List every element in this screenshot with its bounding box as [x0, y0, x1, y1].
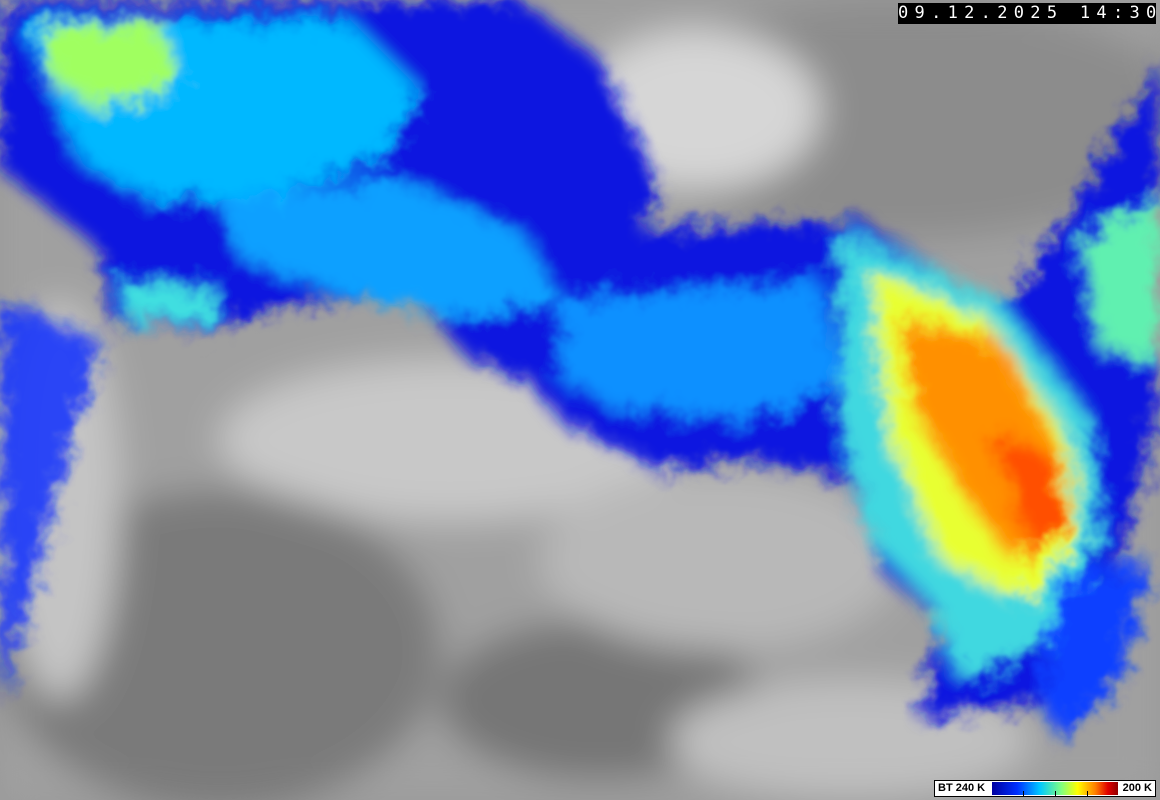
- legend-tick: [1087, 791, 1088, 796]
- legend-high-label: 200 K: [1122, 782, 1152, 794]
- legend-low-label: BT 240 K: [938, 782, 986, 794]
- brightness-temperature-legend: BT 240 K 200 K: [934, 780, 1156, 797]
- legend-color-bar: [992, 782, 1118, 796]
- cloud-tops: [0, 0, 1160, 740]
- legend-tick: [1055, 791, 1056, 796]
- timestamp-label: 09.12.2025 14:30: [898, 3, 1160, 24]
- legend-tick: [1023, 791, 1024, 796]
